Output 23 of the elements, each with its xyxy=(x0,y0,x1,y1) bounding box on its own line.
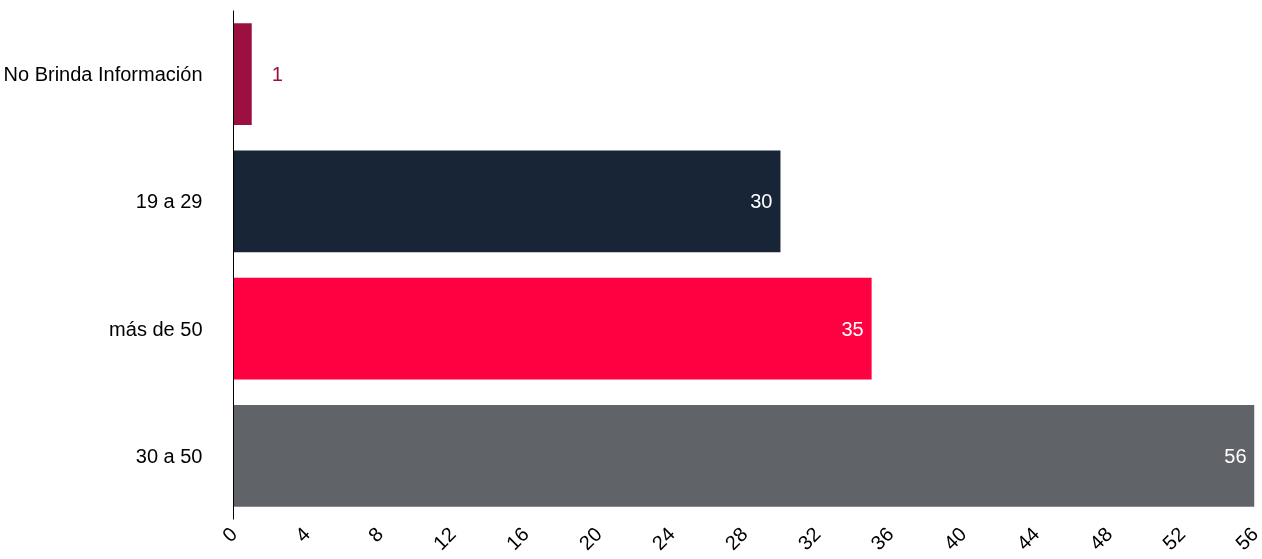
y-tick-label: 19 a 29 xyxy=(135,190,203,213)
x-tick-label: 4 xyxy=(290,522,315,547)
data-label: 1 xyxy=(271,63,283,86)
data-label: 30 xyxy=(750,190,773,213)
x-tick-label: 52 xyxy=(1158,522,1190,555)
x-tick-label: 32 xyxy=(793,522,825,555)
y-tick-label: No Brinda Información xyxy=(3,63,203,86)
x-tick-label: 56 xyxy=(1230,522,1262,555)
y-tick-label: 30 a 50 xyxy=(135,444,203,467)
x-tick-label: 0 xyxy=(217,522,242,547)
y-tick-label: más de 50 xyxy=(109,317,203,340)
data-label: 56 xyxy=(1224,444,1247,467)
x-tick-label: 12 xyxy=(428,522,461,555)
x-tick-label: 48 xyxy=(1085,522,1117,555)
x-tick-label: 16 xyxy=(501,522,533,555)
x-tick-label: 40 xyxy=(939,522,971,555)
data-label: 35 xyxy=(841,317,864,340)
x-tick-label: 28 xyxy=(720,522,752,555)
x-tick-label: 44 xyxy=(1012,522,1044,555)
x-tick-label: 36 xyxy=(866,522,898,555)
x-tick-label: 24 xyxy=(647,522,679,555)
x-tick-label: 20 xyxy=(574,522,606,555)
x-tick-label: 8 xyxy=(363,522,388,547)
